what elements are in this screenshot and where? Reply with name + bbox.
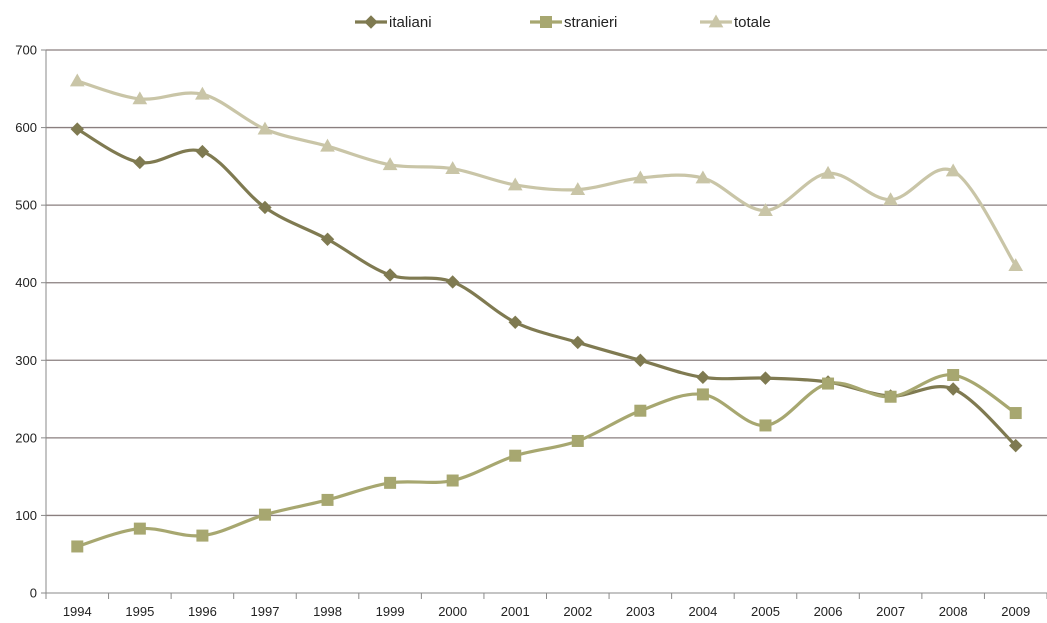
point-totale-1997 bbox=[257, 121, 273, 135]
y-tick-label: 700 bbox=[15, 43, 37, 58]
legend-swatch-marker bbox=[708, 14, 724, 28]
point-totale-2002 bbox=[570, 182, 586, 196]
point-totale-2003 bbox=[632, 170, 648, 184]
axes bbox=[41, 49, 1047, 599]
point-italiani-2003 bbox=[633, 353, 648, 367]
point-italiani-1998 bbox=[320, 232, 335, 246]
point-totale-2001 bbox=[507, 177, 523, 191]
y-tick-label: 0 bbox=[30, 586, 37, 601]
point-italiani-1996 bbox=[195, 144, 210, 159]
x-tick-labels: 1994 1995 1996 1997 1998 1999 2000 2001 2002 2003… bbox=[63, 604, 1030, 619]
x-tick-label: 1997 bbox=[251, 604, 280, 619]
point-stranieri-1998 bbox=[321, 493, 334, 506]
legend-swatch-marker bbox=[540, 16, 552, 28]
gridlines bbox=[46, 49, 1047, 517]
series-line-stranieri bbox=[75, 373, 1018, 549]
point-totale-1995 bbox=[132, 91, 148, 105]
y-tick-label: 100 bbox=[15, 508, 37, 523]
point-italiani-2004 bbox=[696, 370, 710, 385]
point-stranieri-2009 bbox=[1009, 407, 1022, 420]
point-italiani-1994 bbox=[70, 122, 84, 136]
point-totale-1999 bbox=[382, 157, 398, 171]
y-tick-label: 400 bbox=[15, 275, 37, 290]
point-stranieri-1994 bbox=[71, 540, 84, 553]
point-totale-2009 bbox=[1008, 258, 1024, 272]
point-italiani-1999 bbox=[383, 268, 397, 282]
point-stranieri-2000 bbox=[446, 474, 459, 487]
point-stranieri-1996 bbox=[196, 529, 209, 542]
point-totale-1998 bbox=[320, 138, 335, 152]
point-stranieri-2004 bbox=[696, 388, 709, 401]
point-stranieri-1997 bbox=[258, 508, 271, 521]
x-tick-label: 2008 bbox=[939, 604, 968, 619]
point-totale-2004 bbox=[695, 170, 711, 184]
x-tick-label: 2007 bbox=[876, 604, 905, 619]
point-totale-1996 bbox=[195, 86, 210, 100]
point-italiani-2005 bbox=[758, 371, 773, 385]
legend-item-stranieri: stranieri bbox=[530, 14, 617, 31]
point-totale-2005 bbox=[758, 203, 773, 216]
point-stranieri-1999 bbox=[384, 476, 397, 489]
legend-label: stranieri bbox=[564, 14, 617, 31]
legend: italiani stranieri totale bbox=[355, 14, 771, 31]
x-tick-label: 2006 bbox=[814, 604, 843, 619]
point-italiani-2000 bbox=[445, 275, 460, 289]
y-tick-label: 300 bbox=[15, 353, 37, 368]
legend-item-italiani: italiani bbox=[355, 14, 432, 31]
x-tick-label: 1999 bbox=[376, 604, 405, 619]
y-tick-label: 200 bbox=[15, 430, 37, 445]
point-stranieri-1995 bbox=[133, 522, 146, 535]
x-tick-label: 2005 bbox=[751, 604, 780, 619]
series-line-italiani bbox=[75, 127, 1018, 448]
x-tick-label: 1995 bbox=[125, 604, 154, 619]
point-italiani-2009 bbox=[1009, 438, 1023, 453]
x-tick-label: 1994 bbox=[63, 604, 92, 619]
legend-label: totale bbox=[734, 14, 771, 31]
series-line-totale bbox=[75, 79, 1018, 268]
point-italiani-1995 bbox=[133, 155, 147, 170]
point-stranieri-2001 bbox=[509, 449, 522, 462]
point-stranieri-2002 bbox=[571, 434, 584, 447]
point-stranieri-2005 bbox=[759, 419, 772, 432]
legend-item-totale: totale bbox=[700, 14, 771, 31]
series-lines bbox=[75, 79, 1018, 549]
point-totale-2007 bbox=[883, 192, 898, 206]
point-stranieri-2007 bbox=[884, 390, 897, 403]
x-tick-label: 1996 bbox=[188, 604, 217, 619]
point-stranieri-2006 bbox=[822, 377, 835, 390]
x-tick-label: 2003 bbox=[626, 604, 655, 619]
y-tick-labels: 0 100 200 300 400 500 600 700 bbox=[15, 43, 37, 601]
y-tick-label: 500 bbox=[15, 198, 37, 213]
point-totale-2006 bbox=[820, 165, 836, 179]
point-totale-2008 bbox=[945, 163, 961, 177]
point-stranieri-2008 bbox=[947, 369, 960, 382]
point-italiani-2002 bbox=[571, 335, 585, 350]
x-tick-label: 2001 bbox=[501, 604, 530, 619]
series-markers bbox=[69, 73, 1024, 553]
point-italiani-2001 bbox=[508, 315, 522, 329]
y-tick-label: 600 bbox=[15, 120, 37, 135]
x-tick-label: 2000 bbox=[438, 604, 467, 619]
x-tick-label: 2004 bbox=[688, 604, 717, 619]
x-tick-label: 2009 bbox=[1001, 604, 1030, 619]
point-totale-2000 bbox=[445, 161, 461, 175]
x-tick-label: 1998 bbox=[313, 604, 342, 619]
point-italiani-2008 bbox=[946, 382, 960, 396]
point-italiani-1997 bbox=[258, 200, 272, 215]
legend-swatch-marker bbox=[364, 15, 378, 29]
point-stranieri-2003 bbox=[634, 404, 647, 417]
x-tick-label: 2002 bbox=[563, 604, 592, 619]
point-totale-1994 bbox=[69, 73, 85, 87]
legend-label: italiani bbox=[389, 14, 432, 31]
